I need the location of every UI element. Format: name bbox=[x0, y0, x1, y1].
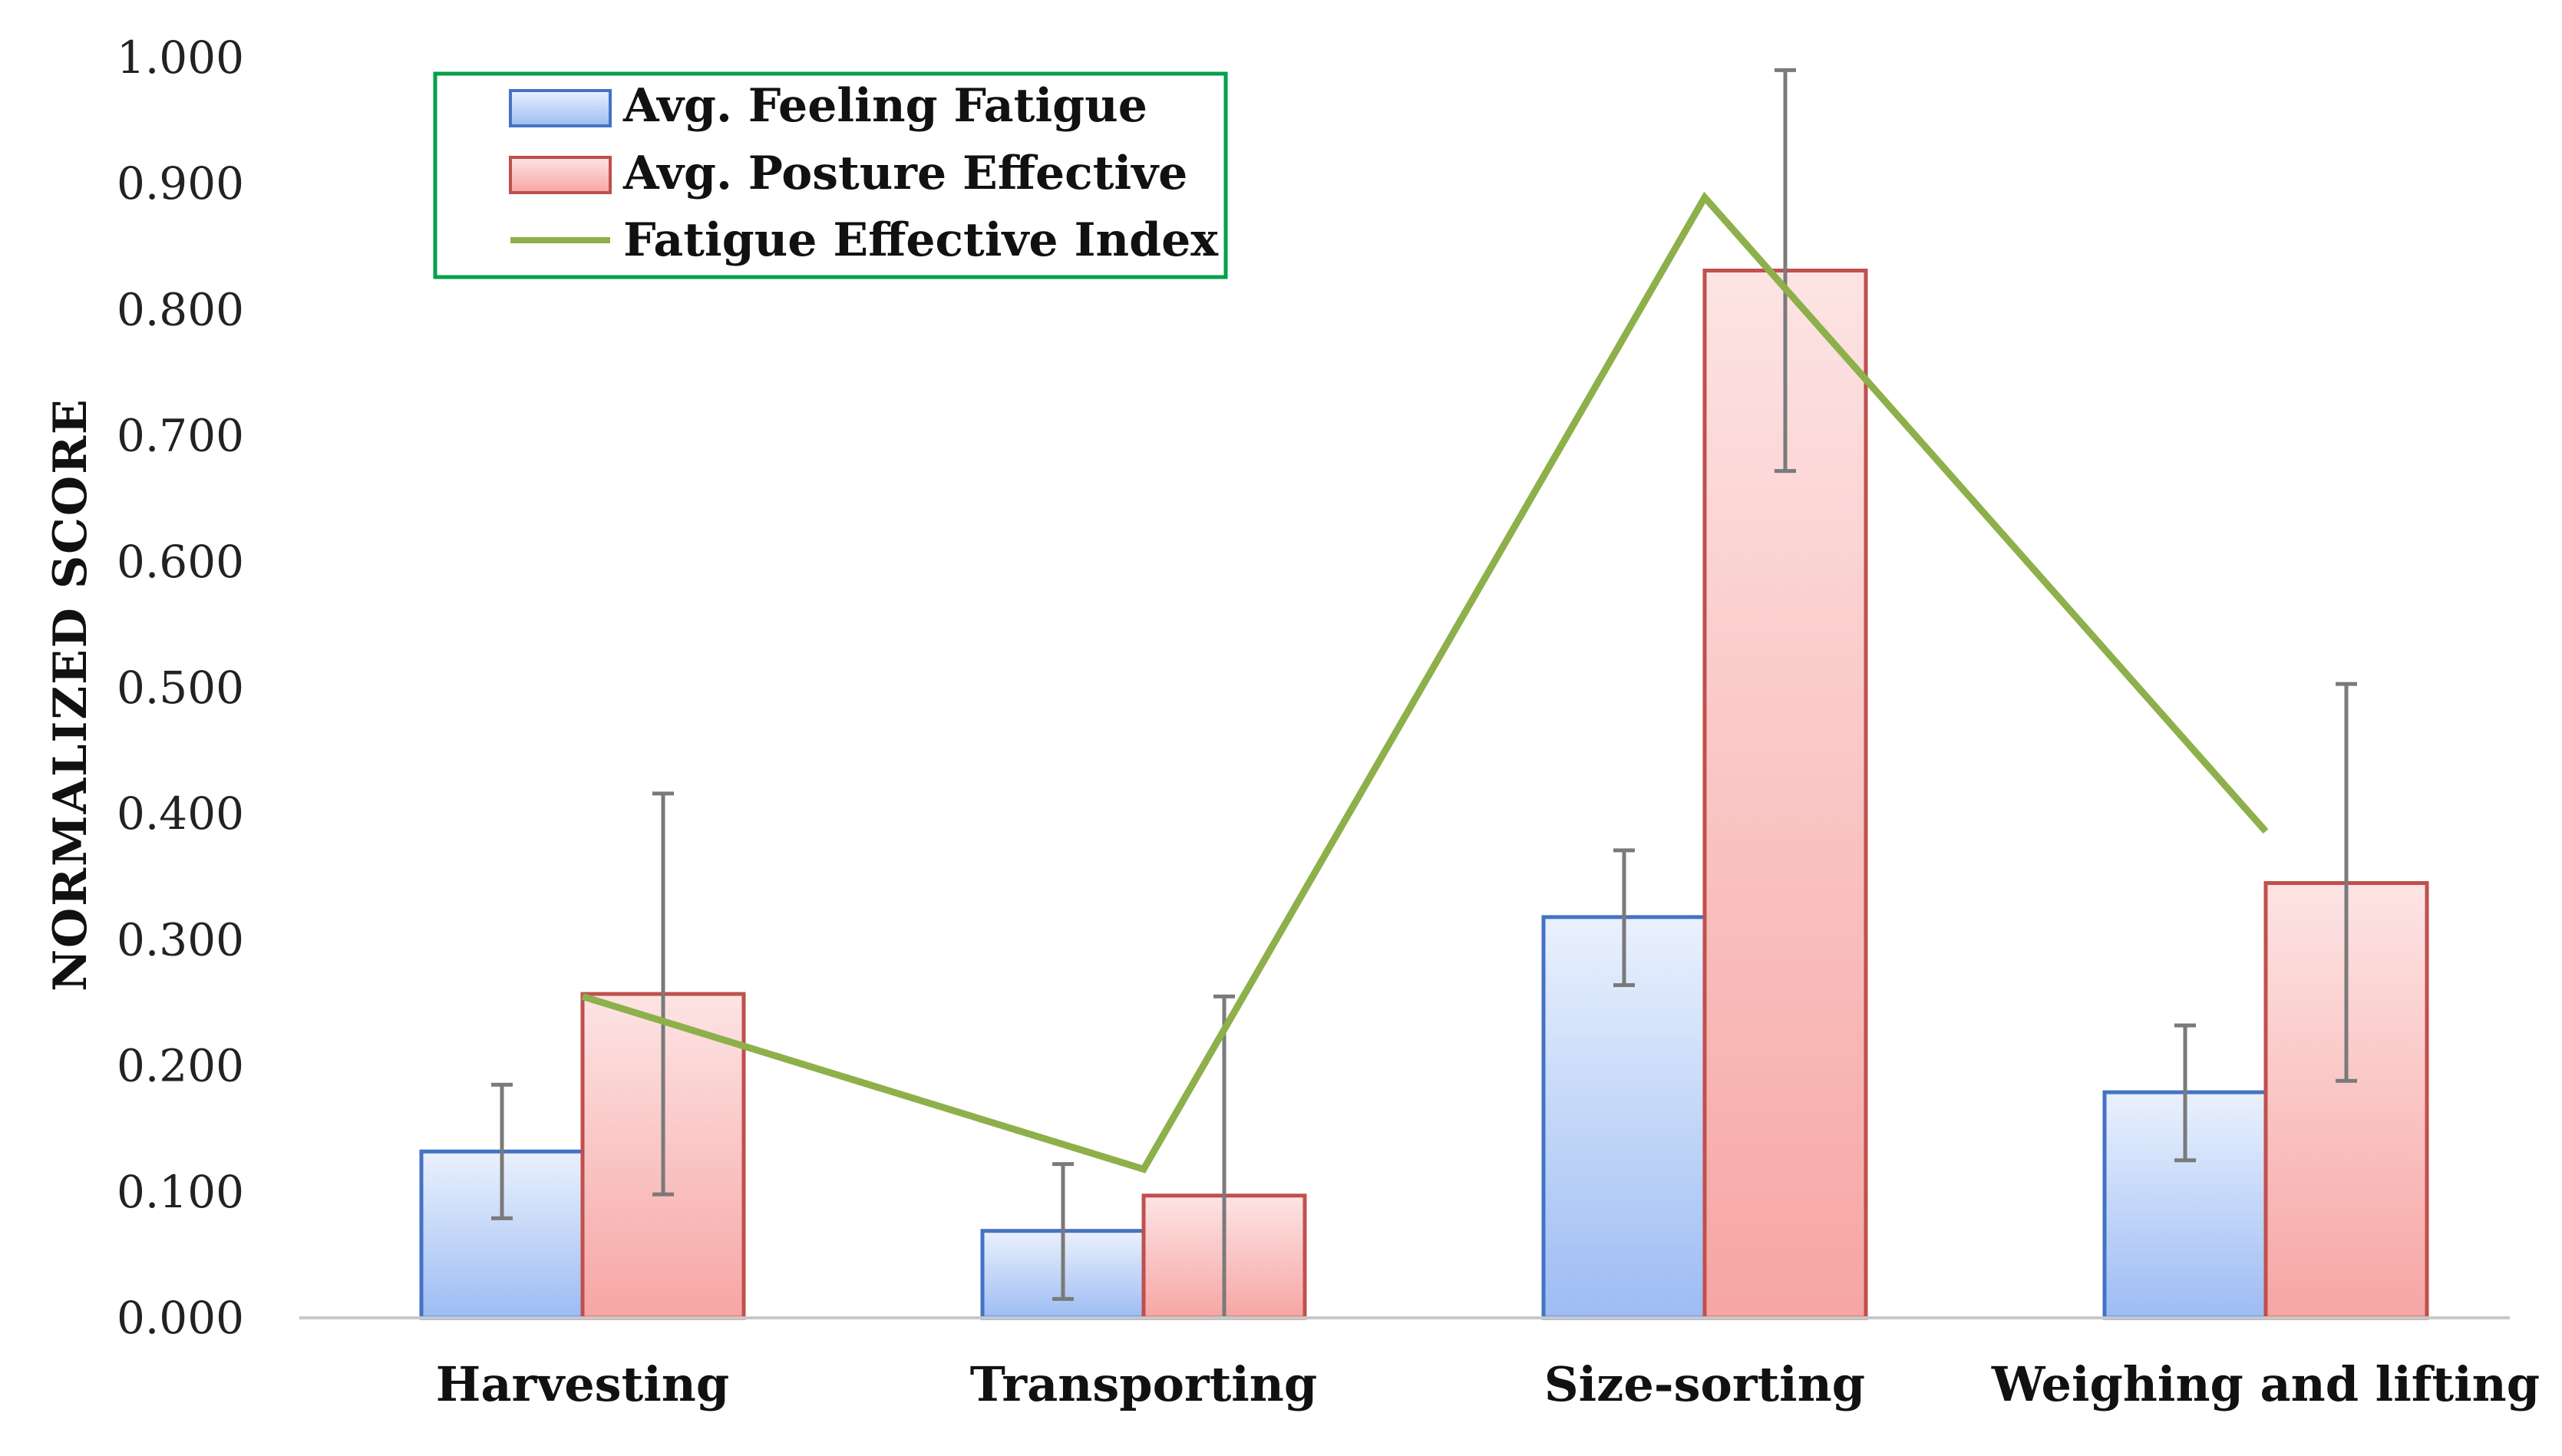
fatigue-effective-index-line-group bbox=[581, 191, 2269, 1174]
legend-swatch-posture-effective bbox=[509, 156, 612, 194]
legend-label-fatigue-effective-index: Fatigue Effective Index bbox=[623, 213, 1219, 267]
error-bars bbox=[491, 68, 2357, 1320]
y-axis-label: NORMALIZED SCORE bbox=[44, 398, 97, 992]
legend-label-posture-effective: Avg. Posture Effective bbox=[622, 147, 1187, 200]
y-tick-label: 0.800 bbox=[117, 283, 244, 335]
y-tick-label: 1.000 bbox=[117, 31, 244, 84]
y-tick-label: 0.000 bbox=[117, 1292, 244, 1344]
y-tick-label: 0.900 bbox=[117, 157, 244, 210]
y-tick-label: 0.100 bbox=[117, 1166, 244, 1218]
y-tick-label: 0.500 bbox=[117, 662, 244, 714]
fatigue-effective-index-line bbox=[581, 191, 2269, 1174]
x-axis-labels: Harvesting Transporting Size-sorting Weighi… bbox=[436, 1356, 2540, 1412]
y-tick-label: 0.200 bbox=[117, 1040, 244, 1092]
legend: Avg. Feeling Fatigue Avg. Posture Effect… bbox=[433, 71, 1228, 279]
x-category-label-harvesting: Harvesting bbox=[436, 1356, 729, 1412]
x-category-label-size-sorting: Size-sorting bbox=[1544, 1356, 1865, 1412]
x-category-label-transporting: Transporting bbox=[970, 1356, 1317, 1412]
y-tick-label: 0.400 bbox=[117, 787, 244, 840]
y-axis-ticks: 0.000 0.100 0.200 0.300 0.400 0.500 0.600 0.700… bbox=[117, 31, 244, 1344]
bars bbox=[419, 268, 2429, 1320]
legend-swatch-feeling-fatigue bbox=[509, 89, 612, 127]
legend-label-feeling-fatigue: Avg. Feeling Fatigue bbox=[622, 79, 1147, 133]
y-tick-label: 0.300 bbox=[117, 913, 244, 966]
y-tick-label: 0.700 bbox=[117, 410, 244, 462]
x-category-label-weighing-and-lifting: Weighing and lifting bbox=[1991, 1356, 2540, 1412]
y-tick-label: 0.600 bbox=[117, 536, 244, 588]
